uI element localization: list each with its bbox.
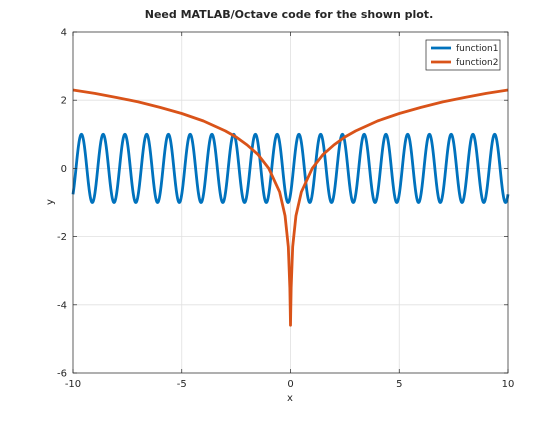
x-tick-label: 0 [287,379,293,390]
y-tick-label: -2 [57,232,67,243]
ticks: -10 -5 0 5 10 -6 -4 -2 0 2 4 [57,28,514,391]
series-line-function1 [71,132,510,204]
y-tick-label: 2 [61,96,67,107]
chart-title: Need MATLAB/Octave code for the shown pl… [145,8,434,21]
y-tick-label: 4 [61,28,67,39]
legend-label-function1: function1 [456,44,499,54]
legend-box [425,39,501,71]
y-tick-label: -4 [57,300,67,311]
series-line-function2 [72,88,509,327]
series-layer [71,88,510,327]
legend: function1 function2 [425,39,501,71]
legend-label-function2: function2 [456,58,499,68]
x-tick-label: 5 [396,379,402,390]
x-tick-label: -10 [65,379,81,390]
y-axis-label: y [45,199,56,205]
y-tick-label: -6 [57,369,67,380]
y-tick-label: 0 [61,164,67,175]
x-axis-label: x [287,393,293,404]
x-tick-label: -5 [177,379,187,390]
x-tick-label: 10 [502,379,515,390]
